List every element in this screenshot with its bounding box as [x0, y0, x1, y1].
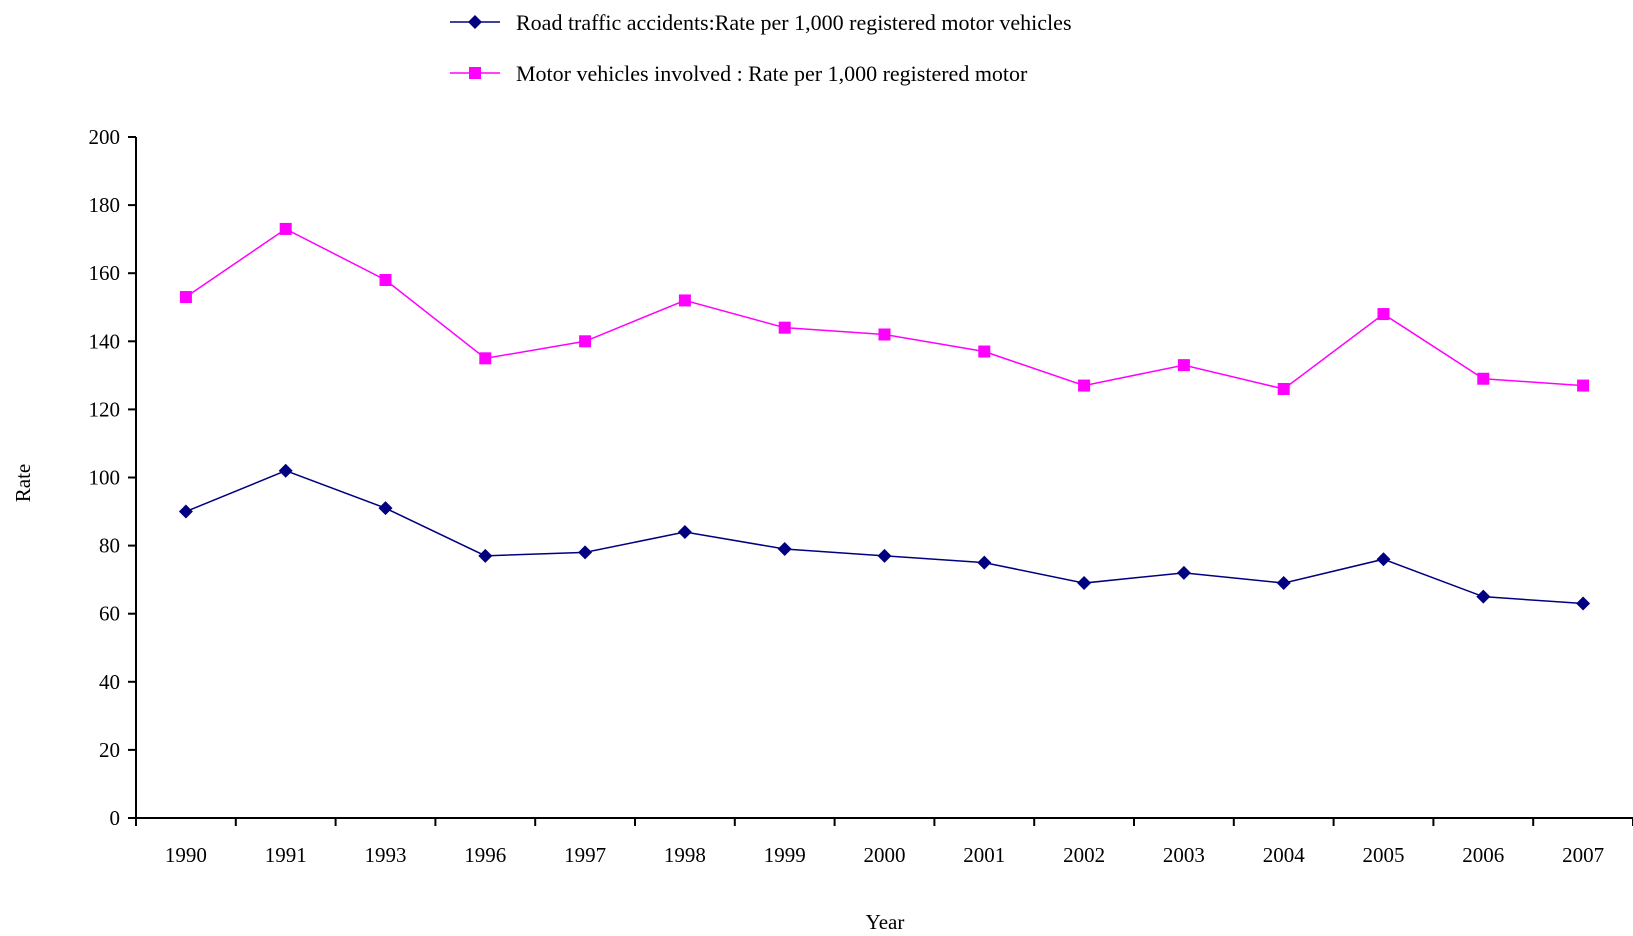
x-tick-label: 2002	[1063, 843, 1105, 867]
data-point-diamond	[1176, 565, 1191, 580]
y-tick-label: 0	[110, 806, 121, 830]
x-axis-title: Year	[866, 910, 905, 934]
y-ticks: 0 20 40 60 80 100 120 140 160 180 200	[89, 125, 136, 830]
y-tick-label: 40	[99, 670, 120, 694]
x-tick-label: 2006	[1462, 843, 1504, 867]
data-point-diamond	[378, 501, 393, 516]
series-line-1	[185, 228, 1584, 390]
x-tick-label: 2000	[864, 843, 906, 867]
x-tick-label: 2004	[1263, 843, 1306, 867]
data-point-diamond	[1576, 596, 1591, 611]
legend-marker-accidents	[468, 15, 482, 29]
x-tick-label: 2001	[963, 843, 1005, 867]
data-point-diamond	[1276, 576, 1291, 591]
series-group	[178, 222, 1591, 611]
data-point-square	[1377, 308, 1390, 321]
data-point-square	[1277, 382, 1290, 395]
x-tick-label: 2005	[1363, 843, 1405, 867]
data-point-square	[579, 335, 592, 348]
y-tick-label: 120	[89, 397, 121, 421]
data-point-square	[1177, 359, 1190, 372]
data-point-diamond	[677, 524, 692, 539]
series-1	[179, 222, 1590, 395]
legend-entry-accidents: Road traffic accidents:Rate per 1,000 re…	[450, 10, 1072, 35]
y-tick-label: 160	[89, 261, 121, 285]
y-tick-label: 20	[99, 738, 120, 762]
x-tick-label: 1998	[664, 843, 706, 867]
legend-marker-vehicles	[469, 67, 481, 79]
legend-entry-vehicles: Motor vehicles involved : Rate per 1,000…	[450, 61, 1028, 86]
x-ticks: 1990 1991 1993 1996 1997 1998 1999 2000 2001 2002…	[135, 818, 1633, 867]
series-line-0	[185, 469, 1584, 605]
data-point-square	[1477, 372, 1490, 385]
axes: 0 20 40 60 80 100 120 140 160 180 200 1990 1991 1993…	[89, 125, 1633, 867]
x-tick-label: 1991	[265, 843, 307, 867]
data-point-diamond	[178, 504, 193, 519]
y-tick-label: 60	[99, 602, 120, 626]
legend-label-accidents: Road traffic accidents:Rate per 1,000 re…	[516, 10, 1072, 35]
data-point-square	[279, 222, 292, 235]
x-tick-label: 1996	[464, 843, 506, 867]
data-point-square	[1577, 379, 1590, 392]
x-tick-label: 1990	[165, 843, 207, 867]
y-tick-label: 180	[89, 193, 121, 217]
series-0	[178, 463, 1591, 611]
y-tick-label: 200	[89, 125, 121, 149]
data-point-diamond	[1476, 589, 1491, 604]
y-tick-label: 140	[89, 329, 121, 353]
legend: Road traffic accidents:Rate per 1,000 re…	[450, 10, 1072, 86]
y-tick-label: 100	[89, 466, 121, 490]
data-point-diamond	[578, 545, 593, 560]
data-point-diamond	[977, 555, 992, 570]
x-tick-label: 2003	[1163, 843, 1205, 867]
data-point-diamond	[777, 542, 792, 557]
y-tick-label: 80	[99, 534, 120, 558]
x-tick-label: 1999	[764, 843, 806, 867]
data-point-diamond	[478, 548, 493, 563]
x-tick-label: 1993	[365, 843, 407, 867]
data-point-square	[978, 345, 991, 358]
data-point-square	[479, 352, 492, 365]
legend-label-vehicles: Motor vehicles involved : Rate per 1,000…	[516, 61, 1028, 86]
data-point-diamond	[1376, 552, 1391, 567]
data-point-square	[878, 328, 891, 341]
data-point-diamond	[1077, 576, 1092, 591]
y-axis-title: Rate	[11, 464, 35, 502]
x-tick-label: 2007	[1562, 843, 1604, 867]
data-point-diamond	[278, 463, 293, 478]
data-point-square	[678, 294, 691, 307]
x-tick-label: 1997	[564, 843, 606, 867]
data-point-square	[778, 321, 791, 334]
data-point-square	[379, 274, 392, 287]
data-point-diamond	[877, 548, 892, 563]
data-point-square	[1078, 379, 1091, 392]
data-point-square	[179, 291, 192, 304]
